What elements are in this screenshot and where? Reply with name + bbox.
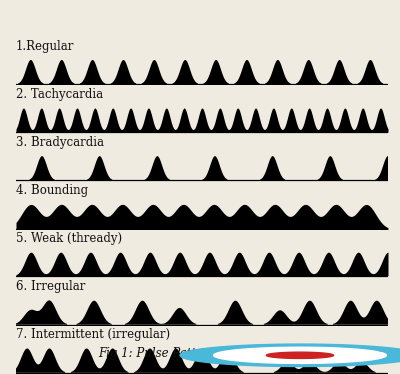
- Polygon shape: [266, 352, 334, 358]
- Text: 5. Weak (thready): 5. Weak (thready): [16, 232, 122, 245]
- Text: 2. Tachycardia: 2. Tachycardia: [16, 88, 103, 101]
- Text: 1.Regular: 1.Regular: [16, 40, 74, 53]
- Polygon shape: [180, 344, 400, 367]
- Text: 6. Irregular: 6. Irregular: [16, 280, 85, 293]
- Text: 4. Bounding: 4. Bounding: [16, 184, 88, 197]
- Text: nurseship.com: nurseship.com: [320, 349, 382, 358]
- Text: Fig 1: Pulse Patterns: Fig 1: Pulse Patterns: [98, 347, 222, 360]
- Polygon shape: [214, 347, 386, 364]
- Text: 7. Intermittent (irregular): 7. Intermittent (irregular): [16, 328, 170, 341]
- Text: 3. Bradycardia: 3. Bradycardia: [16, 136, 104, 149]
